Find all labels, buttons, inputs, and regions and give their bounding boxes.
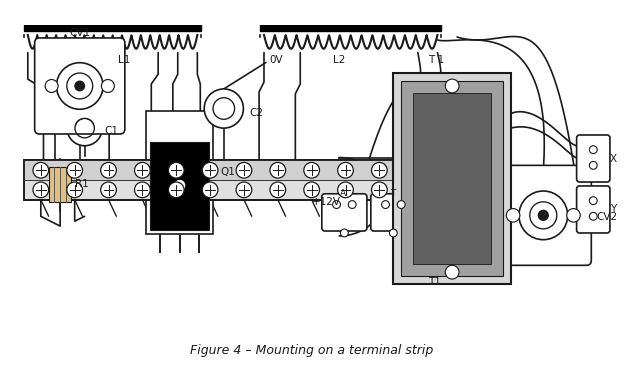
Text: L1: L1 (118, 55, 130, 65)
Circle shape (304, 182, 319, 198)
Circle shape (134, 162, 150, 178)
Circle shape (371, 182, 388, 198)
Circle shape (202, 182, 218, 198)
Circle shape (270, 182, 286, 198)
Circle shape (75, 81, 84, 91)
FancyBboxPatch shape (322, 194, 367, 231)
Bar (24, 17, 201, 31)
Circle shape (175, 180, 184, 190)
Text: T 1: T 1 (428, 55, 444, 65)
Circle shape (168, 162, 184, 178)
Text: CV2: CV2 (596, 212, 618, 222)
Circle shape (530, 202, 557, 229)
Circle shape (538, 210, 548, 220)
Text: R1: R1 (75, 179, 89, 189)
Circle shape (567, 208, 580, 222)
Circle shape (506, 208, 520, 222)
Circle shape (589, 213, 598, 220)
Circle shape (67, 73, 92, 99)
Circle shape (371, 162, 388, 178)
FancyBboxPatch shape (577, 186, 610, 233)
Text: T1: T1 (428, 277, 441, 287)
Circle shape (67, 162, 82, 178)
Circle shape (33, 162, 49, 178)
Text: Y: Y (610, 204, 616, 214)
Text: Figure 4 – Mounting on a terminal strip: Figure 4 – Mounting on a terminal strip (191, 344, 434, 357)
Circle shape (589, 162, 598, 169)
Circle shape (338, 182, 353, 198)
Bar (146, 111, 213, 234)
Circle shape (134, 182, 150, 198)
Circle shape (236, 182, 252, 198)
Circle shape (348, 201, 356, 208)
Circle shape (589, 146, 598, 154)
Circle shape (236, 162, 252, 178)
Circle shape (168, 182, 184, 198)
Circle shape (519, 191, 568, 240)
Text: X: X (610, 154, 617, 163)
Circle shape (101, 182, 116, 198)
Circle shape (338, 162, 353, 178)
Text: 0V: 0V (269, 55, 282, 65)
Circle shape (398, 201, 405, 208)
Circle shape (202, 162, 218, 178)
Text: CV1: CV1 (69, 28, 91, 38)
Circle shape (445, 265, 459, 279)
Bar (150, 142, 209, 230)
Circle shape (204, 89, 243, 128)
FancyBboxPatch shape (577, 135, 610, 182)
Circle shape (33, 182, 49, 198)
Circle shape (67, 182, 82, 198)
Circle shape (382, 201, 389, 208)
Circle shape (56, 63, 103, 109)
Bar (24, 161, 396, 180)
Text: T: T (389, 189, 395, 198)
Circle shape (101, 79, 114, 93)
FancyBboxPatch shape (34, 38, 125, 134)
FancyBboxPatch shape (495, 165, 591, 265)
FancyBboxPatch shape (371, 194, 416, 231)
Bar (49, 167, 71, 201)
Text: A: A (340, 189, 346, 198)
Text: C2: C2 (249, 108, 263, 118)
Bar (393, 73, 511, 284)
Circle shape (589, 197, 598, 204)
Circle shape (213, 98, 234, 119)
Circle shape (304, 162, 319, 178)
Text: C1: C1 (104, 126, 118, 136)
Circle shape (389, 229, 398, 237)
Circle shape (445, 79, 459, 93)
Circle shape (45, 79, 58, 93)
Circle shape (101, 162, 116, 178)
Circle shape (341, 229, 348, 237)
Bar (413, 93, 491, 264)
Text: L2: L2 (333, 55, 346, 65)
Text: Q1: Q1 (220, 167, 235, 177)
Circle shape (332, 201, 341, 208)
Circle shape (67, 110, 102, 146)
Bar (260, 17, 441, 31)
Bar (24, 161, 396, 200)
Text: +12V: +12V (312, 197, 341, 207)
Circle shape (270, 162, 286, 178)
Bar (401, 81, 503, 276)
